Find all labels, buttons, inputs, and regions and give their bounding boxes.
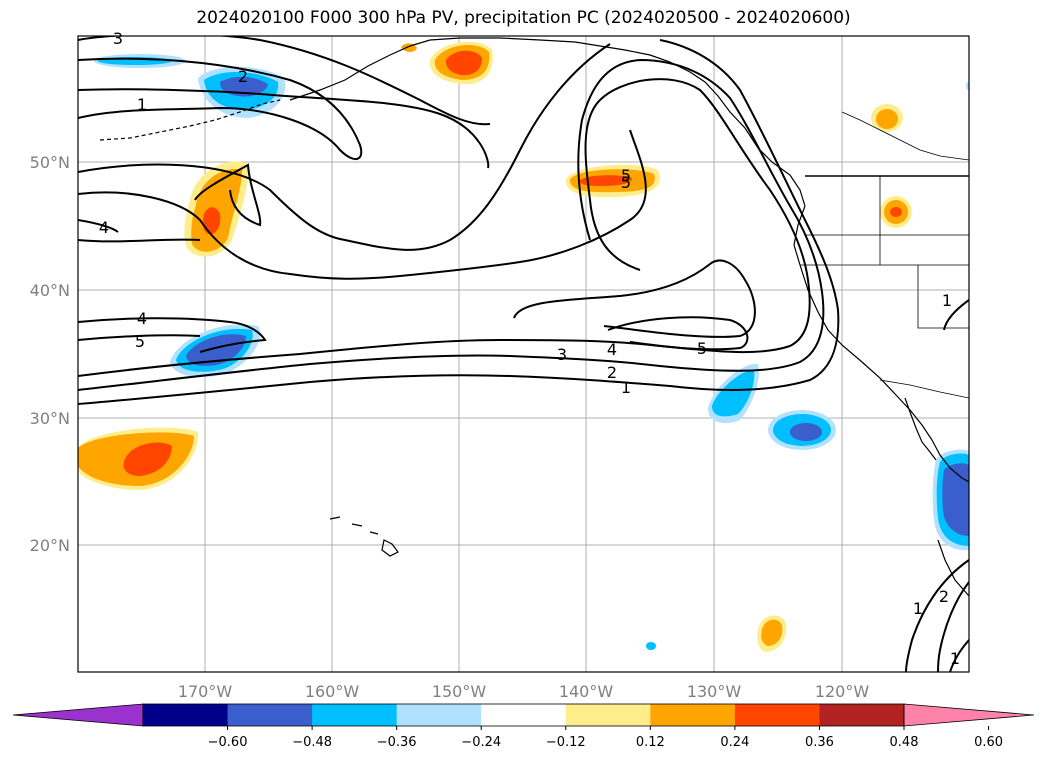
pv-contour-3 (78, 78, 811, 377)
colorbar-tick-label: −0.24 (461, 735, 501, 750)
contour-label: 1 (137, 95, 147, 114)
coastline-hawaii (329, 516, 399, 557)
contour-labels: 1 2 3 4 5 4 5 3 4 5 2 1 5 1 1 1 2 (99, 29, 960, 668)
longitude-labels: 170°W 160°W 150°W 140°W 130°W 120°W (178, 682, 870, 701)
pv-contour-5 (78, 334, 201, 341)
precip-patch (871, 104, 903, 132)
coastline-baja (904, 397, 937, 461)
pv-contour-1 (78, 39, 840, 405)
pv-contour-2-top (78, 57, 363, 160)
plot-frame (77, 35, 970, 673)
coastline-aleutians (99, 99, 281, 141)
contour-label: 5 (135, 332, 145, 351)
border-us-mexico (879, 379, 969, 399)
gridlines (78, 36, 969, 672)
precip-patch (768, 410, 836, 450)
pv-contour-1-right (943, 299, 969, 331)
colorbar-swatch (481, 704, 567, 726)
lon-label-170w: 170°W (178, 682, 233, 701)
pv-contour-1-top (78, 88, 490, 169)
pv-contour-5-inner (607, 316, 749, 351)
colorbar-swatch (143, 704, 229, 726)
colorbar-tick-label: 0.12 (636, 735, 665, 750)
lon-label-160w: 160°W (305, 682, 360, 701)
precip-patch (78, 427, 199, 490)
pv-contour-4-edge (78, 219, 119, 233)
lat-label-50n: 50°N (30, 153, 70, 172)
border-canada-provinces (841, 111, 969, 161)
colorbar-swatch (312, 704, 398, 726)
pv-contours (78, 36, 969, 672)
colorbar-tick-label: −0.60 (208, 735, 248, 750)
colorbar-swatch (819, 704, 905, 726)
pv-contour-small-loop (194, 163, 262, 227)
contour-label: 2 (238, 67, 248, 86)
pv-contour-3-top (78, 36, 491, 126)
colorbar-tick-label: −0.36 (377, 735, 417, 750)
pv-contour-2 (78, 58, 825, 391)
coastline-mexico (937, 539, 969, 597)
contour-label: 1 (950, 649, 960, 668)
lon-label-150w: 150°W (432, 682, 487, 701)
pv-contour-1-bottom-right (905, 559, 969, 672)
colorbar-tick-label: −0.12 (546, 735, 586, 750)
contour-label: 1 (942, 291, 952, 310)
contour-label: 5 (697, 339, 707, 358)
precip-patch (966, 82, 969, 90)
map-title: 2024020100 F000 300 hPa PV, precipitatio… (196, 8, 851, 28)
precip-patch (401, 41, 493, 85)
contour-label: 1 (913, 599, 923, 618)
contour-label: 3 (557, 345, 567, 364)
contour-label: 5 (621, 173, 631, 192)
contour-label: 2 (939, 587, 949, 606)
contour-label: 1 (621, 378, 631, 397)
colorbar: −0.60 −0.48 −0.36 −0.24 −0.12 0.12 0.24 0.36 0.4… (12, 703, 1035, 750)
border-us-states (800, 176, 969, 329)
lon-label-140w: 140°W (559, 682, 614, 701)
precip-patch (932, 449, 969, 551)
colorbar-tick-label: −0.48 (292, 735, 332, 750)
lat-label-40n: 40°N (30, 281, 70, 300)
lat-label-30n: 30°N (30, 409, 70, 428)
colorbar-tick-label: 0.36 (805, 735, 834, 750)
contour-label: 4 (99, 218, 109, 237)
colorbar-extend-high (903, 703, 1035, 727)
pv-contour-4-inner (513, 259, 756, 338)
contour-label: 4 (137, 309, 147, 328)
contour-label: 3 (113, 29, 123, 48)
contour-label: 5 (621, 166, 631, 185)
colorbar-swatch (396, 704, 482, 726)
lon-label-130w: 130°W (687, 682, 742, 701)
contour-label: 4 (607, 340, 617, 359)
lat-label-20n: 20°N (30, 536, 70, 555)
coastline-us-west (793, 205, 969, 483)
colorbar-tick-label: 0.60 (974, 735, 1003, 750)
pv-contour-upper-loop (78, 43, 611, 251)
colorbar-extend-low (12, 703, 144, 727)
lon-label-120w: 120°W (815, 682, 870, 701)
pv-contour-4 (78, 317, 267, 353)
pv-contour-4-left (78, 238, 201, 243)
colorbar-swatch (227, 704, 313, 726)
precip-patch (880, 196, 912, 228)
precip-patch (708, 363, 759, 424)
precip-patch (565, 164, 661, 198)
colorbar-swatch (734, 704, 820, 726)
precipitation-patches (78, 41, 969, 652)
pv-contour-2-bottom-right (937, 581, 969, 672)
colorbar-swatch (565, 704, 651, 726)
precip-patch (757, 615, 787, 652)
pv-contour-1-corner (949, 639, 969, 672)
colorbar-tick-label: 0.48 (890, 735, 919, 750)
colorbar-swatch (650, 704, 736, 726)
precip-patch (646, 642, 656, 650)
precip-patch (184, 161, 249, 257)
pv-contour-mid-loop (78, 129, 647, 280)
colorbar-frame (142, 703, 905, 727)
contour-label: 2 (607, 363, 617, 382)
latitude-labels: 50°N 40°N 30°N 20°N (30, 153, 70, 555)
colorbar-tick-label: 0.24 (720, 735, 749, 750)
